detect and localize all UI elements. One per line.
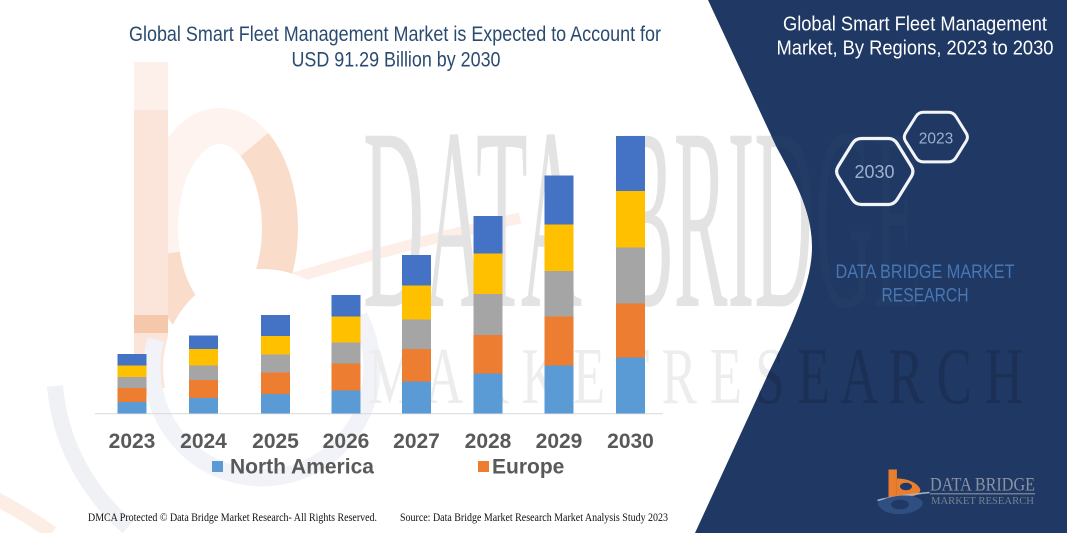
svg-text:2026: 2026 [323,430,370,453]
svg-text:Global Smart Fleet Management: Global Smart Fleet Management Market is … [129,23,661,46]
svg-text:USD 91.29 Billion by 2030: USD 91.29 Billion by 2030 [292,49,501,72]
svg-text:Europe: Europe [492,456,564,479]
svg-text:Source: Data Bridge Market Res: Source: Data Bridge Market Research Mark… [400,510,668,524]
svg-text:2023: 2023 [919,131,953,148]
svg-text:DATA BRIDGE: DATA BRIDGE [930,475,1035,496]
svg-text:2025: 2025 [252,430,299,453]
svg-text:2028: 2028 [465,430,512,453]
svg-text:2023: 2023 [109,430,156,453]
svg-text:DATA BRIDGE MARKET: DATA BRIDGE MARKET [836,262,1015,283]
svg-text:2024: 2024 [180,430,227,453]
svg-text:Global Smart Fleet Management: Global Smart Fleet Management [783,14,1047,36]
svg-text:North America: North America [230,456,374,479]
svg-text:RESEARCH: RESEARCH [882,286,969,307]
svg-text:2027: 2027 [393,430,440,453]
svg-text:Market, By Regions, 2023 to 20: Market, By Regions, 2023 to 2030 [777,38,1054,60]
svg-text:2029: 2029 [536,430,583,453]
svg-text:2030: 2030 [607,430,654,453]
svg-text:2030: 2030 [854,162,894,182]
svg-text:MARKET RESEARCH: MARKET RESEARCH [931,496,1034,507]
svg-text:DMCA Protected © Data Bridge M: DMCA Protected © Data Bridge Market Rese… [88,510,377,524]
